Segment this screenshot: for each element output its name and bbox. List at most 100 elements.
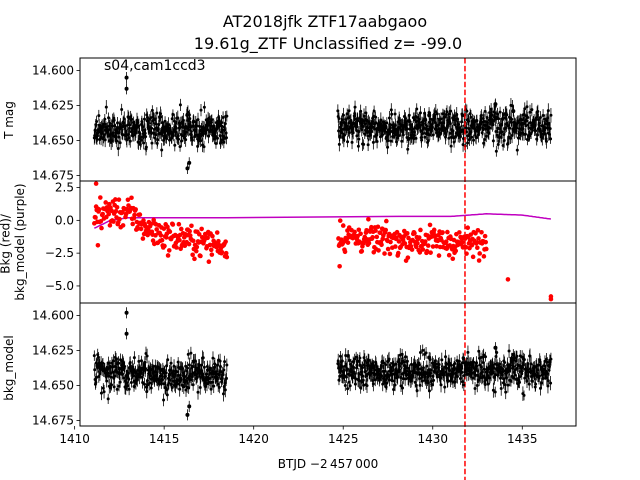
bkg-point	[98, 195, 103, 200]
data-point	[420, 138, 424, 142]
data-point	[378, 126, 382, 130]
data-point	[434, 362, 438, 366]
bkg-point	[369, 224, 374, 230]
data-point	[118, 380, 122, 384]
data-point	[434, 110, 438, 114]
data-point	[498, 110, 502, 114]
bkg-point	[193, 248, 199, 254]
data-point	[125, 369, 129, 373]
data-point	[361, 366, 365, 370]
data-point	[357, 372, 361, 376]
data-point	[151, 365, 155, 369]
data-point	[222, 140, 226, 144]
data-point	[544, 357, 548, 361]
data-point	[114, 128, 118, 132]
data-point	[187, 363, 191, 367]
data-point	[99, 391, 103, 395]
bkg-point	[474, 240, 480, 245]
data-point	[128, 126, 132, 130]
data-point	[379, 364, 383, 368]
data-point	[528, 354, 532, 358]
data-point	[131, 371, 135, 375]
data-point	[357, 130, 361, 134]
data-point	[145, 378, 149, 382]
data-point	[195, 375, 199, 379]
data-point	[422, 373, 426, 377]
data-point	[207, 123, 211, 127]
data-point	[402, 114, 406, 118]
data-point	[173, 372, 177, 376]
bkg-point	[352, 229, 357, 235]
bkg-point	[93, 181, 99, 186]
data-point	[428, 374, 432, 378]
data-point	[538, 129, 542, 133]
data-point	[198, 385, 202, 389]
data-point	[102, 133, 106, 137]
data-point	[420, 371, 424, 375]
data-point	[199, 139, 203, 143]
data-point	[441, 121, 445, 125]
data-point	[398, 118, 402, 122]
data-point	[423, 135, 427, 139]
data-point	[340, 131, 344, 135]
data-point	[127, 377, 131, 381]
data-point	[202, 105, 206, 109]
data-point	[101, 361, 105, 365]
bkg-point	[418, 227, 423, 233]
data-point	[134, 131, 138, 135]
data-point	[215, 379, 219, 383]
data-point	[154, 133, 158, 137]
data-point	[404, 369, 408, 373]
bkg-point	[344, 236, 350, 242]
data-point	[193, 129, 197, 133]
data-point	[346, 353, 350, 357]
data-point	[204, 376, 208, 380]
data-point	[157, 123, 161, 127]
data-point	[96, 353, 100, 357]
bkg-point	[425, 243, 431, 248]
data-point	[475, 364, 479, 368]
data-point	[108, 121, 112, 125]
data-point	[124, 331, 129, 336]
data-point	[511, 352, 516, 357]
data-point	[547, 132, 551, 136]
bkg-point	[137, 212, 143, 217]
data-point	[223, 122, 227, 126]
data-point	[475, 383, 479, 387]
data-point	[499, 387, 503, 391]
data-point	[425, 364, 429, 368]
data-point	[338, 374, 342, 378]
data-point	[116, 121, 120, 125]
data-point	[344, 117, 348, 121]
data-point	[169, 368, 173, 372]
data-point	[528, 367, 532, 371]
bkg-point	[194, 244, 200, 250]
data-point	[453, 362, 457, 366]
data-point	[403, 377, 407, 381]
data-point	[126, 133, 130, 137]
bkg-point	[158, 233, 164, 238]
data-point	[181, 118, 185, 122]
data-point	[451, 372, 455, 376]
data-point	[106, 134, 110, 138]
data-point	[518, 375, 522, 379]
data-point	[484, 355, 488, 359]
data-point	[483, 382, 487, 386]
data-point	[448, 131, 452, 135]
bkg-point	[416, 235, 422, 240]
data-point	[510, 374, 514, 378]
data-point	[414, 383, 418, 387]
top-y-ticks: 14.600 14.625 14.650 14.675	[32, 64, 80, 182]
data-point	[426, 381, 430, 385]
data-point	[361, 124, 365, 128]
data-point	[461, 143, 465, 147]
data-point	[136, 120, 140, 124]
data-point	[435, 375, 439, 379]
data-point	[404, 117, 408, 121]
data-point	[114, 357, 118, 361]
data-point	[482, 375, 486, 379]
data-point	[392, 388, 396, 392]
data-point	[122, 376, 126, 380]
bkg-point	[106, 211, 112, 217]
data-point	[94, 123, 98, 127]
